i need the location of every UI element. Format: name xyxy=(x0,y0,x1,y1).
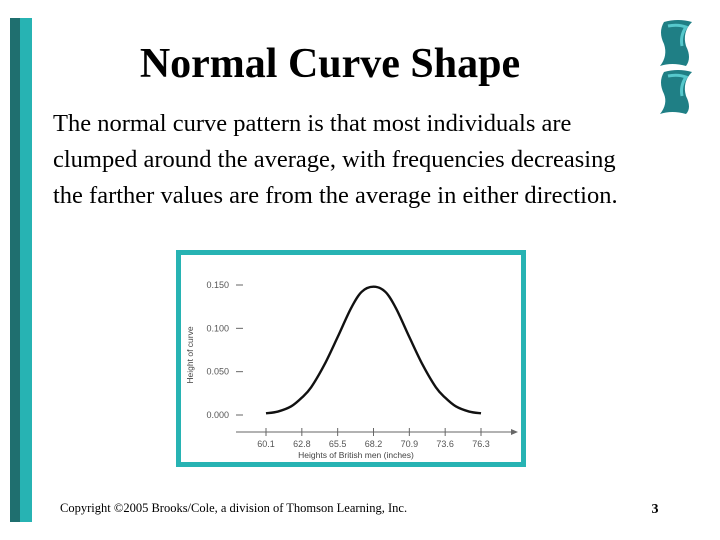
x-tick-label: 62.8 xyxy=(293,439,311,449)
x-tick-label: 65.5 xyxy=(329,439,347,449)
x-tick-label: 73.6 xyxy=(436,439,454,449)
x-axis-label: Heights of British men (inches) xyxy=(298,450,414,460)
y-tick-label: 0.150 xyxy=(206,280,229,290)
x-tick-label: 60.1 xyxy=(257,439,275,449)
chart-frame: 0.150 0.100 0.050 0.000 60.1 62.8 65.5 68.2 70.9… xyxy=(176,250,526,467)
left-accent-bar-light xyxy=(20,18,32,522)
slide-title: Normal Curve Shape xyxy=(139,41,521,87)
x-tick-label: 68.2 xyxy=(365,439,383,449)
normal-curve-series-line xyxy=(265,285,482,415)
y-tick-label: 0.100 xyxy=(206,323,229,333)
page-number: 3 xyxy=(651,502,659,517)
x-tick-label: 76.3 xyxy=(472,439,490,449)
y-tick-label: 0.050 xyxy=(206,367,229,377)
x-axis-arrow xyxy=(511,429,518,435)
copyright-footer: Copyright ©2005 Brooks/Cole, a division … xyxy=(60,501,408,515)
x-tick-label: 70.9 xyxy=(401,439,419,449)
slide-body-text: The normal curve pattern is that most in… xyxy=(53,110,618,209)
y-axis-label: Height of curve xyxy=(185,326,195,383)
y-tick-label: 0.000 xyxy=(206,410,229,420)
left-accent-bar-dark xyxy=(10,18,20,522)
normal-curve-chart: 0.150 0.100 0.050 0.000 60.1 62.8 65.5 68.2 70.9… xyxy=(185,280,518,460)
wave-decoration-icon xyxy=(660,20,692,114)
